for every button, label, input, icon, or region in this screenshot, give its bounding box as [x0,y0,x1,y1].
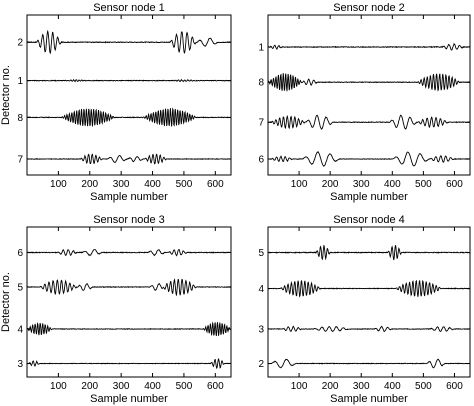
x-axis-label: Sample number [330,393,408,405]
x-tick-label: 400 [384,179,401,190]
detector-trace-3 [267,325,470,333]
y-tick-label: 6 [17,248,23,259]
x-tick-label: 500 [415,381,432,392]
panel-title: Sensor node 2 [333,2,405,14]
y-tick-label: 5 [258,248,264,259]
detector-trace-1 [26,78,231,83]
detector-trace-8 [267,73,470,92]
x-tick-label: 300 [113,381,130,392]
y-tick-label: 5 [17,283,23,294]
y-tick-label: 6 [258,155,264,166]
x-tick-label: 600 [207,179,224,190]
x-tick-label: 300 [353,381,370,392]
y-tick-label: 4 [17,325,23,336]
x-tick-label: 100 [291,179,308,190]
axes-frame [267,226,471,378]
panel-title: Sensor node 4 [333,214,405,226]
y-tick-label: 2 [258,359,264,370]
x-tick-label: 100 [50,179,67,190]
y-tick-label: 1 [17,76,23,87]
x-tick-label: 500 [415,179,432,190]
y-axis-label: Detector no. [0,65,12,125]
y-tick-label: 2 [17,38,23,49]
y-axis-label: Detector no. [0,272,12,332]
detector-trace-4 [26,321,231,337]
x-axis-label: Sample number [90,393,168,405]
x-tick-label: 600 [446,179,463,190]
panel-title: Sensor node 1 [93,2,165,14]
x-tick-label: 200 [322,179,339,190]
detector-trace-7 [267,114,470,130]
x-tick-label: 500 [176,179,193,190]
axes-frame [26,226,232,378]
detector-trace-2 [268,358,470,369]
x-axis-label: Sample number [90,191,168,203]
detector-trace-8 [26,107,231,127]
detector-trace-2 [27,29,231,55]
y-tick-label: 8 [17,113,23,124]
x-tick-label: 400 [144,179,161,190]
y-tick-label: 3 [258,325,264,336]
x-axis-label: Sample number [330,191,408,203]
y-tick-label: 8 [258,78,264,89]
y-tick-label: 7 [258,118,264,129]
x-tick-label: 200 [322,381,339,392]
x-tick-label: 600 [446,381,463,392]
detector-trace-5 [268,244,470,261]
x-tick-label: 300 [353,179,370,190]
x-tick-label: 100 [50,381,67,392]
x-tick-label: 100 [291,381,308,392]
detector-trace-1 [267,42,471,51]
y-tick-label: 3 [17,359,23,370]
axes-frame [26,14,232,176]
x-tick-label: 600 [207,381,224,392]
panel-title: Sensor node 3 [93,214,165,226]
detector-trace-7 [26,153,231,165]
x-tick-label: 400 [384,381,401,392]
detector-trace-6 [27,248,231,257]
y-tick-label: 7 [17,155,23,166]
y-tick-label: 1 [258,43,264,54]
axes-frame [267,14,471,176]
detector-trace-4 [268,279,470,298]
x-tick-label: 500 [176,381,193,392]
x-tick-label: 200 [81,179,98,190]
y-tick-label: 4 [258,284,264,295]
x-tick-label: 200 [81,381,98,392]
x-tick-label: 400 [144,381,161,392]
detector-trace-5 [26,278,232,297]
detector-trace-3 [27,358,231,370]
x-tick-label: 300 [113,179,130,190]
detector-trace-6 [268,151,470,167]
